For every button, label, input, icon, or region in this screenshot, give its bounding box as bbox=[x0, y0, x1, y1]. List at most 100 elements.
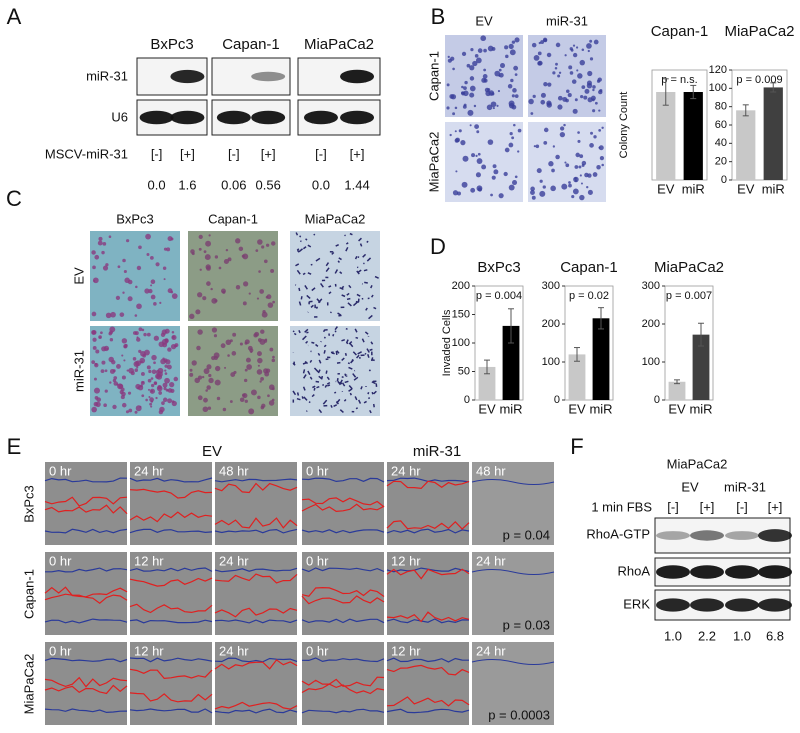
wound-edge bbox=[129, 668, 213, 680]
cell bbox=[486, 104, 493, 111]
cell bbox=[579, 154, 584, 159]
cell bbox=[224, 366, 227, 369]
cell bbox=[265, 243, 270, 247]
cell bbox=[593, 135, 597, 139]
cell bbox=[363, 269, 368, 272]
cell bbox=[365, 307, 368, 311]
cell bbox=[127, 296, 133, 302]
cell bbox=[599, 156, 605, 161]
cell bbox=[364, 352, 367, 355]
cell bbox=[295, 263, 300, 267]
cell bbox=[225, 339, 232, 346]
cell bbox=[324, 384, 328, 388]
cell bbox=[155, 396, 158, 400]
blot-band bbox=[340, 110, 375, 125]
cell bbox=[579, 174, 582, 177]
y-tick-label: 0 bbox=[654, 394, 660, 406]
cell bbox=[128, 367, 135, 374]
y-tick-label: 60 bbox=[715, 119, 727, 131]
cell bbox=[345, 246, 349, 252]
cell bbox=[531, 42, 537, 48]
blot-band bbox=[758, 598, 792, 612]
time-label: 24 hr bbox=[219, 553, 249, 568]
cell bbox=[587, 97, 593, 103]
cell bbox=[298, 329, 301, 334]
cell bbox=[164, 338, 169, 343]
cell bbox=[368, 397, 371, 400]
blot-band bbox=[340, 69, 375, 84]
p-value: p = 0.02 bbox=[569, 290, 609, 302]
cell bbox=[483, 78, 488, 83]
row-label: EV bbox=[71, 267, 86, 285]
cell bbox=[241, 254, 245, 258]
cell bbox=[537, 61, 542, 66]
time-label: 24 hr bbox=[476, 643, 506, 658]
cell bbox=[173, 376, 179, 382]
cell bbox=[473, 104, 477, 108]
cell bbox=[461, 85, 464, 89]
lane-label: [-] bbox=[151, 146, 163, 161]
quantification: 1.0 bbox=[733, 628, 751, 643]
wound-edge bbox=[301, 676, 385, 687]
cell bbox=[373, 390, 377, 395]
cell bbox=[586, 43, 592, 49]
cell bbox=[216, 396, 221, 401]
cell bbox=[579, 194, 585, 201]
column-label: MiaPaCa2 bbox=[304, 36, 374, 53]
cell bbox=[335, 350, 338, 355]
cell bbox=[452, 190, 459, 196]
row-label: U6 bbox=[111, 109, 128, 124]
cell bbox=[339, 379, 343, 384]
wound-edge bbox=[44, 657, 128, 663]
cell bbox=[574, 177, 577, 180]
x-tick-label: EV bbox=[668, 401, 686, 416]
lane-label: [+] bbox=[261, 146, 276, 161]
y-tick-label: 80 bbox=[715, 101, 727, 113]
quantification: 0.0 bbox=[312, 177, 330, 192]
cell bbox=[577, 73, 583, 79]
cell bbox=[345, 242, 349, 245]
cell bbox=[581, 48, 585, 51]
wound-edge bbox=[471, 569, 555, 575]
cell bbox=[514, 175, 518, 179]
cell bbox=[469, 65, 475, 71]
cell bbox=[461, 181, 468, 188]
cell bbox=[449, 133, 452, 137]
cell bbox=[577, 131, 580, 134]
cell bbox=[325, 262, 330, 267]
wound-edge bbox=[44, 708, 128, 714]
cell bbox=[265, 295, 269, 299]
cell bbox=[452, 67, 455, 71]
quantification: 0.06 bbox=[221, 177, 246, 192]
cell bbox=[341, 294, 346, 298]
cell bbox=[145, 398, 148, 402]
cell bbox=[371, 391, 374, 395]
cell bbox=[370, 294, 374, 298]
cell bbox=[164, 372, 168, 375]
lane-label: [-] bbox=[667, 499, 679, 514]
cell bbox=[483, 68, 487, 72]
cell bbox=[580, 182, 583, 185]
wound-edge bbox=[386, 708, 470, 714]
time-label: 12 hr bbox=[391, 553, 421, 568]
cell bbox=[158, 409, 164, 415]
cell bbox=[598, 129, 602, 132]
cell bbox=[446, 106, 450, 110]
cell bbox=[550, 185, 556, 192]
cell bbox=[304, 285, 309, 290]
bar bbox=[656, 92, 676, 180]
wound-edge bbox=[214, 573, 298, 584]
x-tick-label: EV bbox=[568, 401, 586, 416]
cell bbox=[325, 267, 330, 273]
cell bbox=[124, 343, 128, 348]
cell bbox=[263, 259, 268, 264]
cell bbox=[202, 296, 207, 301]
cell bbox=[211, 327, 218, 333]
wound-edge bbox=[44, 496, 128, 507]
cell bbox=[102, 242, 107, 246]
cell bbox=[272, 300, 275, 304]
cell bbox=[206, 385, 211, 390]
cell bbox=[500, 63, 506, 69]
wound-edge bbox=[301, 708, 385, 714]
cell bbox=[317, 369, 321, 374]
